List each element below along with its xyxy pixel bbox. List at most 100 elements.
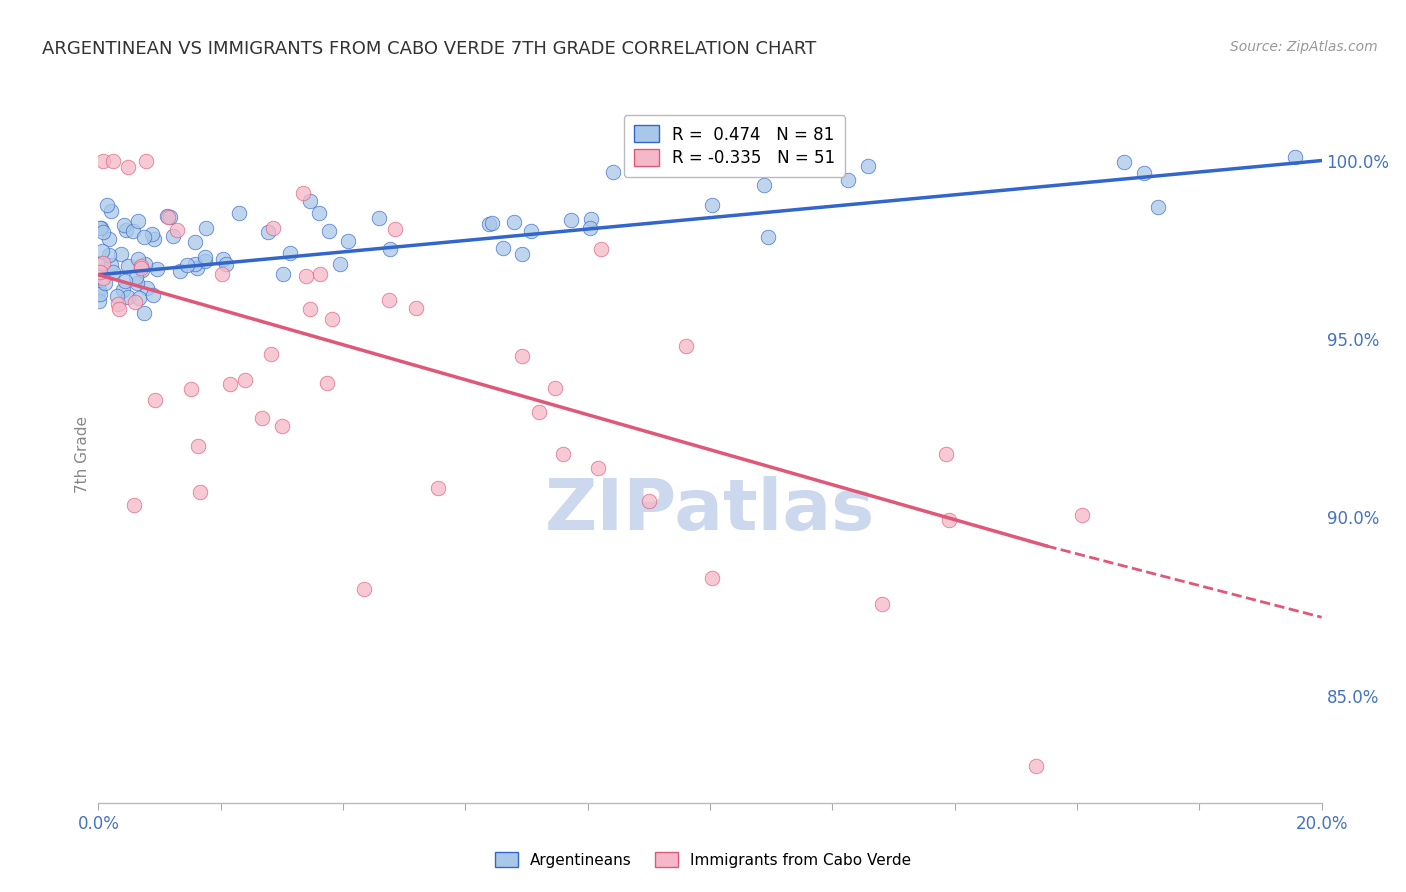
Point xyxy=(837,173,859,187)
Y-axis label: 7th Grade: 7th Grade xyxy=(75,417,90,493)
Point xyxy=(378,293,401,307)
Point xyxy=(101,153,124,168)
Point xyxy=(90,220,112,235)
Point xyxy=(262,220,284,235)
Point xyxy=(510,247,533,261)
Point xyxy=(143,393,166,408)
Point xyxy=(110,247,132,261)
Point xyxy=(134,230,156,244)
Point xyxy=(308,268,330,282)
Point xyxy=(702,198,724,212)
Point xyxy=(503,215,526,229)
Point xyxy=(98,232,121,246)
Point xyxy=(938,513,960,527)
Point xyxy=(101,265,124,279)
Point xyxy=(291,186,314,200)
Point xyxy=(384,222,406,236)
Point xyxy=(169,263,191,277)
Point xyxy=(294,269,316,284)
Point xyxy=(90,256,112,270)
Legend: Argentineans, Immigrants from Cabo Verde: Argentineans, Immigrants from Cabo Verde xyxy=(488,844,918,875)
Point xyxy=(100,258,122,272)
Point xyxy=(117,290,139,304)
Point xyxy=(235,373,257,387)
Point xyxy=(176,258,198,272)
Point xyxy=(228,206,250,220)
Point xyxy=(353,582,375,596)
Point xyxy=(142,288,165,302)
Text: ZIPatlas: ZIPatlas xyxy=(546,476,875,545)
Point xyxy=(492,241,515,255)
Point xyxy=(318,224,340,238)
Point xyxy=(602,165,624,179)
Point xyxy=(187,439,209,453)
Point xyxy=(156,210,179,224)
Point xyxy=(87,294,110,309)
Point xyxy=(121,224,143,238)
Point xyxy=(98,248,121,262)
Point xyxy=(184,257,207,271)
Point xyxy=(193,253,215,268)
Point xyxy=(1147,200,1170,214)
Point xyxy=(298,301,321,316)
Point xyxy=(551,447,574,461)
Point xyxy=(108,302,131,317)
Point xyxy=(91,255,114,269)
Point xyxy=(112,218,135,232)
Point xyxy=(91,225,114,239)
Point xyxy=(702,571,724,585)
Point xyxy=(91,153,114,168)
Point xyxy=(870,597,893,611)
Point xyxy=(100,204,122,219)
Point xyxy=(117,259,139,273)
Point xyxy=(105,289,128,303)
Point xyxy=(166,223,188,237)
Text: Source: ZipAtlas.com: Source: ZipAtlas.com xyxy=(1230,40,1378,54)
Point xyxy=(380,242,402,256)
Point xyxy=(308,206,330,220)
Point xyxy=(186,260,208,275)
Point xyxy=(194,221,217,235)
Point xyxy=(752,178,775,192)
Point xyxy=(188,485,211,500)
Point xyxy=(135,153,157,168)
Point xyxy=(270,419,292,434)
Point xyxy=(91,244,114,258)
Point xyxy=(128,291,150,305)
Point xyxy=(586,461,609,475)
Point xyxy=(560,212,582,227)
Point xyxy=(578,221,600,235)
Point xyxy=(107,297,129,311)
Point xyxy=(219,377,242,392)
Point xyxy=(111,283,134,297)
Point xyxy=(858,159,880,173)
Point xyxy=(89,220,111,235)
Point xyxy=(215,257,238,271)
Point xyxy=(194,250,217,264)
Point xyxy=(1070,508,1092,523)
Point xyxy=(117,160,139,174)
Point xyxy=(316,376,339,390)
Point xyxy=(141,227,163,242)
Point xyxy=(321,312,343,326)
Point xyxy=(1133,166,1156,180)
Point xyxy=(337,234,360,248)
Point xyxy=(125,276,148,290)
Point xyxy=(125,269,148,284)
Point xyxy=(329,257,352,271)
Point xyxy=(519,224,541,238)
Point xyxy=(127,252,149,266)
Text: ARGENTINEAN VS IMMIGRANTS FROM CABO VERDE 7TH GRADE CORRELATION CHART: ARGENTINEAN VS IMMIGRANTS FROM CABO VERD… xyxy=(42,40,817,58)
Point xyxy=(278,245,301,260)
Point xyxy=(756,230,779,244)
Point xyxy=(129,260,152,275)
Point xyxy=(180,382,202,396)
Point xyxy=(1025,758,1047,772)
Point xyxy=(129,259,152,273)
Point xyxy=(156,209,179,223)
Point xyxy=(527,404,550,418)
Point xyxy=(162,228,184,243)
Point xyxy=(89,265,111,279)
Point xyxy=(131,262,153,277)
Point xyxy=(159,211,181,225)
